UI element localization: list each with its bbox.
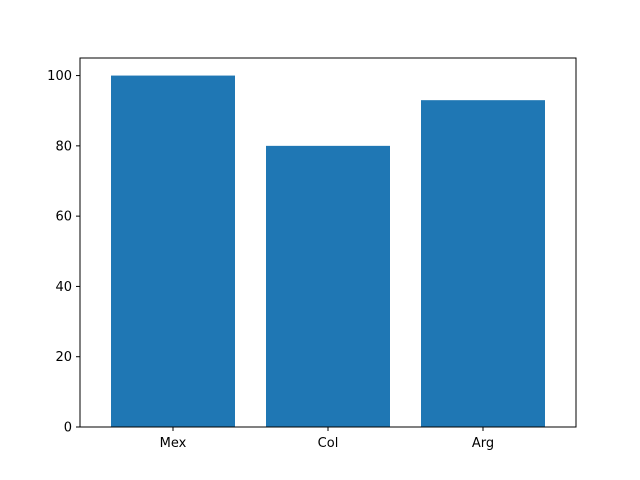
- x-tick-label: Mex: [160, 436, 187, 451]
- x-tick-label: Arg: [472, 436, 494, 451]
- y-tick-label: 100: [47, 69, 72, 84]
- bar-col: [266, 145, 390, 427]
- y-tick-label: 80: [55, 139, 72, 154]
- axes-frame: [79, 57, 577, 428]
- y-tick-label: 20: [55, 350, 72, 365]
- y-tick-label: 0: [64, 421, 72, 436]
- y-tick-label: 40: [55, 280, 72, 295]
- axes-spines: [79, 57, 577, 428]
- bars-layer: [111, 75, 545, 428]
- bar-arg: [421, 100, 545, 428]
- x-tick-label: Col: [318, 436, 339, 451]
- x-axis-ticks: Mex Col Arg: [160, 427, 494, 451]
- bar-mex: [111, 75, 235, 428]
- y-tick-label: 60: [55, 210, 72, 225]
- y-axis-ticks: 0 20 40 60 80 100: [47, 69, 80, 436]
